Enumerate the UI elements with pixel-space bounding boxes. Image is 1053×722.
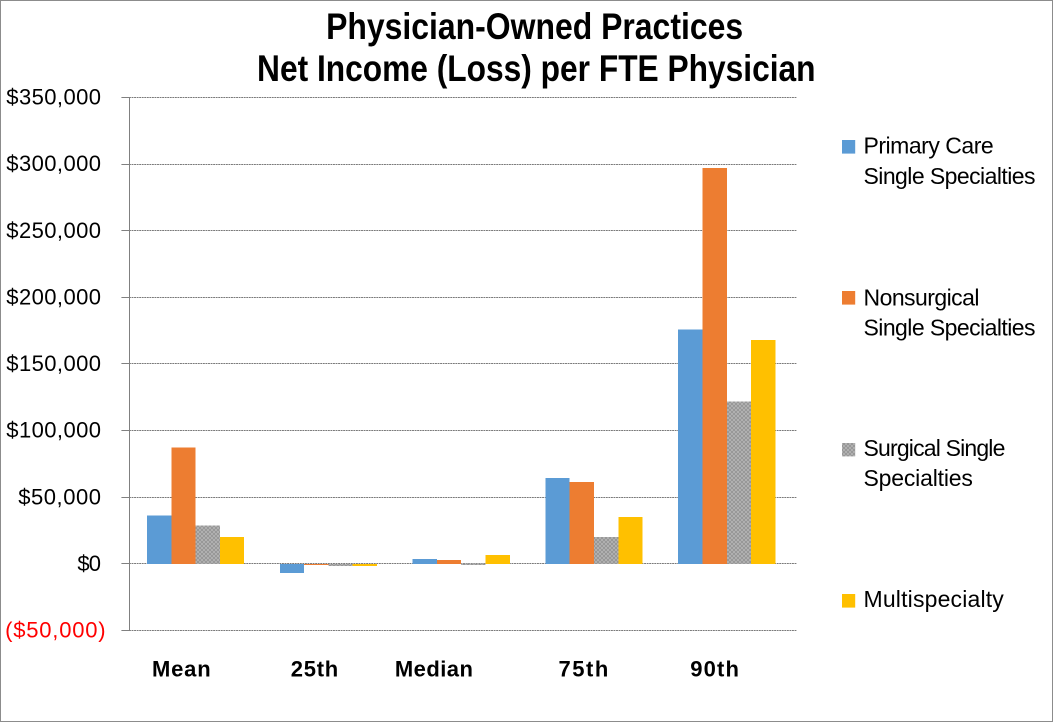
svg-text:$150,000: $150,000: [6, 351, 101, 376]
svg-text:$350,000: $350,000: [6, 85, 101, 110]
svg-text:$300,000: $300,000: [6, 151, 101, 176]
svg-text:Single Specialties: Single Specialties: [864, 163, 1036, 189]
svg-text:$0: $0: [77, 551, 101, 576]
svg-text:Multispecialty: Multispecialty: [864, 586, 1005, 612]
svg-text:Mean: Mean: [152, 657, 211, 682]
svg-text:$100,000: $100,000: [6, 418, 101, 443]
svg-text:Primary Care: Primary Care: [864, 132, 994, 158]
svg-text:Surgical Single: Surgical Single: [864, 435, 1006, 461]
svg-text:Specialties: Specialties: [864, 465, 973, 491]
svg-text:Single Specialties: Single Specialties: [864, 315, 1036, 341]
svg-text:75th: 75th: [559, 657, 609, 682]
svg-text:90th: 90th: [690, 657, 739, 682]
svg-text:($50,000): ($50,000): [5, 618, 106, 643]
svg-text:$50,000: $50,000: [18, 484, 101, 509]
svg-text:Nonsurgical: Nonsurgical: [864, 285, 980, 311]
svg-text:$250,000: $250,000: [6, 218, 101, 243]
svg-text:Median: Median: [395, 657, 473, 682]
svg-text:$200,000: $200,000: [6, 284, 101, 309]
svg-text:25th: 25th: [291, 657, 338, 682]
svg-text:Net Income (Loss) per FTE Phys: Net Income (Loss) per FTE Physician: [257, 48, 816, 89]
svg-text:Physician-Owned Practices: Physician-Owned Practices: [326, 6, 743, 47]
